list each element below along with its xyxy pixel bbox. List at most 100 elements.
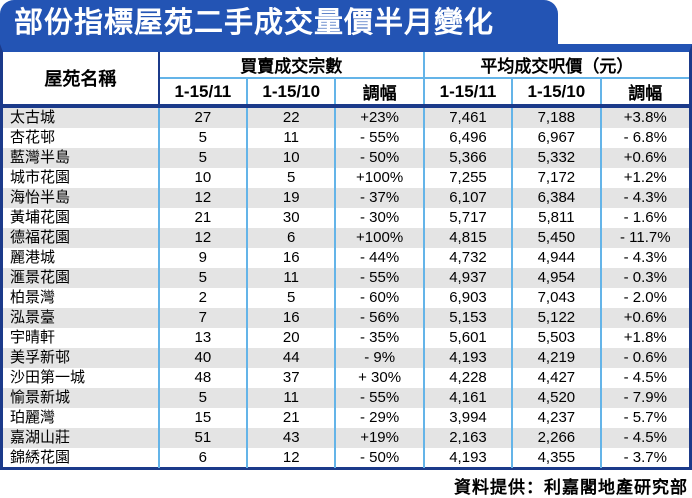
estate-name-cell: 黃埔花園	[10, 209, 71, 226]
group-header-transactions: 買賣成交宗數	[157, 52, 424, 78]
estate-name-cell: 泓景臺	[3, 308, 159, 328]
volume-nov-cell: 51	[157, 428, 248, 448]
price-oct-cell: 4,520	[511, 388, 601, 408]
volume-nov-cell: 21	[157, 208, 248, 228]
price-oct-cell: 5,122	[511, 308, 601, 328]
price-change-cell: - 2.0%	[599, 288, 689, 308]
volume-oct-cell: 19	[246, 188, 336, 208]
volume-change-cell: +23%	[334, 106, 424, 128]
table-row: 德福花園 12 6 +100% 4,815 5,450 - 11.7%	[3, 228, 689, 248]
subheader-price-oct: 1-15/10	[511, 77, 601, 108]
subheader-vol-oct: 1-15/10	[246, 77, 336, 108]
estate-name-cell: 德福花園	[3, 228, 159, 248]
price-change-cell: - 4.3%	[599, 188, 689, 208]
volume-change-cell: - 50%	[334, 148, 424, 168]
volume-oct-cell: 11	[246, 268, 336, 288]
price-oct-cell: 5,450	[511, 228, 601, 248]
price-oct-cell: 7,188	[511, 106, 601, 128]
volume-change-cell: - 37%	[334, 188, 424, 208]
volume-change-cell: + 30%	[334, 368, 424, 388]
price-oct-cell: 6,384	[511, 188, 601, 208]
data-table-panel: 屋苑名稱 買賣成交宗數 平均成交呎價（元） 1-15/11 1-15/10 調幅…	[0, 44, 692, 470]
price-change-cell: +0.6%	[599, 308, 689, 328]
estate-name-cell: 沙田第一城	[10, 369, 86, 386]
estate-stats-table: 屋苑名稱 買賣成交宗數 平均成交呎價（元） 1-15/11 1-15/10 調幅…	[3, 52, 689, 468]
volume-oct-cell: 12	[246, 448, 336, 468]
volume-change-cell: - 60%	[334, 288, 424, 308]
subheader-vol-change: 調幅	[334, 77, 424, 108]
table-row: 滙景花園 5 11 - 55% 4,937 4,954 - 0.3%	[3, 268, 689, 288]
volume-change-cell: - 30%	[334, 208, 424, 228]
volume-nov-cell: 27	[157, 106, 248, 128]
estate-name-cell: 太古城	[3, 106, 159, 128]
price-oct-cell: 4,237	[511, 408, 601, 428]
volume-change-cell: - 55%	[334, 128, 424, 148]
table-row: 錦綉花園 6 12 - 50% 4,193 4,355 - 3.7%	[3, 448, 689, 468]
price-oct-cell: 5,503	[511, 328, 601, 348]
table-row: 沙田第一城 48 37 + 30% 4,228 4,427 - 4.5%	[3, 368, 689, 388]
estate-name-cell: 城市花園	[10, 169, 71, 186]
price-oct-cell: 2,266	[511, 428, 601, 448]
price-change-cell: - 0.3%	[599, 268, 689, 288]
table-row: 海怡半島 12 19 - 37% 6,107 6,384 - 4.3%	[3, 188, 689, 208]
price-change-cell: +3.8%	[599, 106, 689, 128]
volume-nov-cell: 6	[157, 448, 248, 468]
price-change-cell: - 11.7%	[599, 228, 689, 248]
volume-nov-cell: 12	[157, 228, 248, 248]
table-row: 愉景新城 5 11 - 55% 4,161 4,520 - 7.9%	[3, 388, 689, 408]
price-nov-cell: 4,161	[422, 388, 513, 408]
price-nov-cell: 2,163	[422, 428, 513, 448]
data-source-credit: 資料提供：利嘉閣地產研究部	[454, 478, 688, 497]
price-change-cell: +0.6%	[599, 148, 689, 168]
estate-name-cell: 麗港城	[10, 249, 56, 266]
estate-name-cell: 嘉湖山莊	[3, 428, 159, 448]
price-change-cell: - 4.5%	[599, 368, 689, 388]
price-nov-cell: 3,994	[422, 408, 513, 428]
volume-oct-cell: 10	[246, 148, 336, 168]
price-oct-cell: 6,967	[511, 128, 601, 148]
volume-change-cell: - 55%	[334, 388, 424, 408]
price-change-cell: - 3.7%	[599, 448, 689, 468]
price-change-cell: +1.8%	[599, 328, 689, 348]
price-oct-cell: 4,954	[511, 268, 601, 288]
table-row: 嘉湖山莊 51 43 +19% 2,163 2,266 - 4.5%	[3, 428, 689, 448]
group-header-avg-price: 平均成交呎價（元）	[422, 52, 689, 78]
price-change-cell: - 4.3%	[599, 248, 689, 268]
volume-change-cell: +100%	[334, 168, 424, 188]
table-row: 黃埔花園 21 30 - 30% 5,717 5,811 - 1.6%	[3, 208, 689, 228]
table-header: 屋苑名稱 買賣成交宗數 平均成交呎價（元） 1-15/11 1-15/10 調幅…	[3, 52, 689, 108]
volume-change-cell: +19%	[334, 428, 424, 448]
price-nov-cell: 4,193	[422, 348, 513, 368]
table-row: 太古城 27 22 +23% 7,461 7,188 +3.8%	[3, 106, 689, 128]
estate-name-cell: 藍灣半島	[3, 148, 159, 168]
volume-oct-cell: 37	[246, 368, 336, 388]
volume-nov-cell: 40	[157, 348, 248, 368]
volume-oct-cell: 20	[246, 328, 336, 348]
price-nov-cell: 5,366	[422, 148, 513, 168]
price-nov-cell: 5,717	[422, 208, 513, 228]
price-nov-cell: 4,815	[422, 228, 513, 248]
price-oct-cell: 7,043	[511, 288, 601, 308]
price-nov-cell: 4,732	[422, 248, 513, 268]
price-oct-cell: 4,355	[511, 448, 601, 468]
volume-oct-cell: 6	[246, 228, 336, 248]
estate-name-cell: 錦綉花園	[10, 449, 71, 466]
price-nov-cell: 5,601	[422, 328, 513, 348]
price-oct-cell: 4,219	[511, 348, 601, 368]
table-row: 城市花園 10 5 +100% 7,255 7,172 +1.2%	[3, 168, 689, 188]
table-row: 杏花邨 5 11 - 55% 6,496 6,967 - 6.8%	[3, 128, 689, 148]
volume-oct-cell: 22	[246, 106, 336, 128]
page-title: 部份指標屋苑二手成交量價半月變化	[0, 0, 558, 46]
table-row: 柏景灣 2 5 - 60% 6,903 7,043 - 2.0%	[3, 288, 689, 308]
estate-name-cell: 珀麗灣	[10, 409, 56, 426]
table-row: 珀麗灣 15 21 - 29% 3,994 4,237 - 5.7%	[3, 408, 689, 428]
volume-nov-cell: 5	[157, 148, 248, 168]
volume-nov-cell: 5	[157, 268, 248, 288]
volume-nov-cell: 9	[157, 248, 248, 268]
price-oct-cell: 5,332	[511, 148, 601, 168]
table-body: 太古城 27 22 +23% 7,461 7,188 +3.8% 杏花邨 5 1…	[3, 106, 689, 468]
price-change-cell: - 4.5%	[599, 428, 689, 448]
price-change-cell: - 5.7%	[599, 408, 689, 428]
volume-oct-cell: 43	[246, 428, 336, 448]
price-oct-cell: 4,944	[511, 248, 601, 268]
